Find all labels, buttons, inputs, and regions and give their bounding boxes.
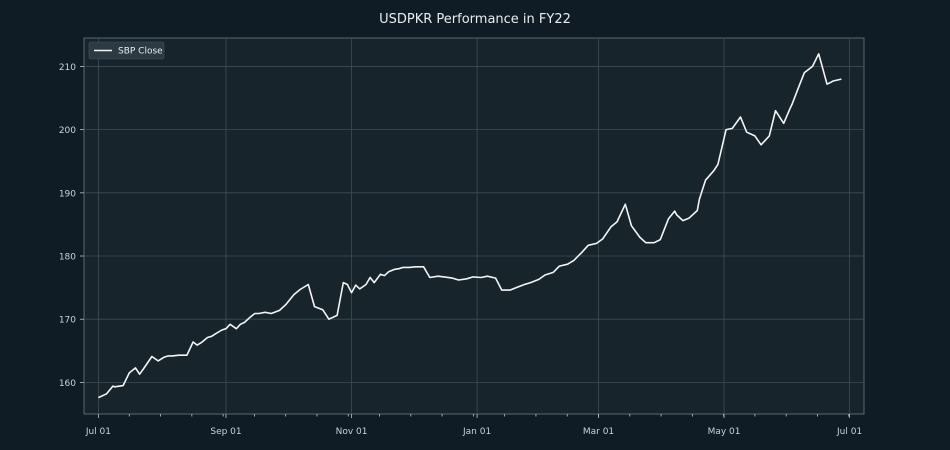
legend-label: SBP Close: [118, 47, 163, 57]
series-line-sbp-close: [98, 52, 842, 399]
x-tick-label: Mar 01: [583, 427, 614, 437]
x-tick-label: Jan 01: [462, 427, 491, 437]
y-tick-label: 190: [59, 189, 76, 199]
y-tick-label: 200: [59, 126, 76, 136]
series-layer: [98, 52, 842, 399]
plot-area: [83, 37, 865, 415]
chart-title: USDPKR Performance in FY22: [379, 12, 571, 27]
y-tick-label: 210: [59, 63, 76, 73]
legend-box: [88, 41, 165, 60]
x-tick-label: Sep 01: [210, 427, 241, 437]
axes: Jul 01 Sep 01 Nov 01 Jan 01 Mar 01 May 01 Jul …: [59, 63, 862, 437]
grid-lines: [84, 38, 864, 414]
x-tick-label: Nov 01: [336, 427, 368, 437]
x-tick-label: May 01: [708, 427, 741, 437]
y-tick-label: 160: [59, 379, 76, 389]
x-tick-label: Jul 01: [85, 427, 111, 437]
y-tick-label: 180: [59, 253, 76, 263]
y-tick-label: 170: [59, 316, 76, 326]
legend: SBP Close: [88, 41, 165, 60]
x-tick-label: Jul 01: [836, 427, 862, 437]
